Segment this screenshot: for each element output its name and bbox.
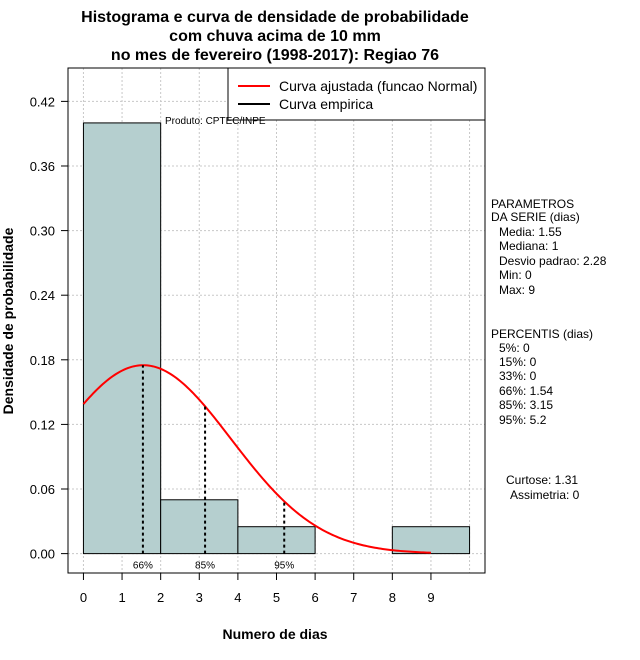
param-mediana: Mediana: 1 [499, 239, 559, 253]
histogram-bar [237, 526, 316, 555]
y-tick-label: 0.00 [30, 547, 55, 562]
param-desvio: Desvio padrao: 2.28 [499, 254, 607, 268]
y-tick-label: 0.42 [30, 94, 55, 109]
chart-title-line-3: no mes de fevereiro (1998-2017): Regiao … [111, 47, 439, 64]
axes: 0 1 2 3 4 5 6 7 8 9 0.00 0.06 0.12 0.18 0.24 0.30 0.36 0.… [30, 94, 435, 605]
params-title-1: PARAMETROS [491, 197, 574, 211]
legend-box [227, 67, 486, 121]
x-tick-label: 3 [196, 590, 203, 605]
y-tick-label: 0.30 [30, 224, 55, 239]
x-tick-label: 9 [427, 590, 434, 605]
x-tick-label: 4 [234, 590, 241, 605]
percentile-label: 95% [274, 561, 294, 572]
y-tick-label: 0.36 [30, 159, 55, 174]
y-axis-title: Densidade de probabilidade [0, 227, 16, 414]
histogram-bar [82, 122, 162, 555]
percentil-95: 95%: 5.2 [499, 413, 547, 427]
percentil-66: 66%: 1.54 [499, 384, 553, 398]
chart-title-line-2: com chuva acima de 10 mm [169, 28, 381, 45]
y-tick-label: 0.18 [30, 353, 55, 368]
percentis-title: PERCENTIS (dias) [491, 327, 593, 341]
x-axis-title: Numero de dias [222, 626, 327, 642]
x-tick-label: 8 [389, 590, 396, 605]
y-tick-label: 0.12 [30, 417, 55, 432]
percentil-85: 85%: 3.15 [499, 398, 553, 412]
legend: Curva ajustada (funcao Normal) Curva emp… [227, 67, 486, 121]
side-panel: PARAMETROS DA SERIE (dias) Media: 1.55 M… [491, 197, 607, 502]
param-min: Min: 0 [499, 268, 532, 282]
x-tick-label: 6 [311, 590, 318, 605]
normal-curve [82, 364, 431, 554]
x-tick-label: 7 [350, 590, 357, 605]
histogram-bars [82, 122, 471, 555]
x-tick-label: 5 [273, 590, 280, 605]
x-tick-label: 1 [118, 590, 125, 605]
param-media: Media: 1.55 [499, 225, 562, 239]
y-tick-label: 0.06 [30, 482, 55, 497]
legend-label-fitted: Curva ajustada (funcao Normal) [279, 78, 477, 94]
assimetria: Assimetria: 0 [510, 488, 580, 502]
x-tick-label: 0 [80, 590, 87, 605]
params-title-2: DA SERIE (dias) [491, 210, 580, 224]
percentile-lines: 66% 85% 95% [133, 365, 294, 572]
chart-title-line-1: Histograma e curva de densidade de proba… [81, 9, 469, 26]
percentile-label: 66% [133, 561, 153, 572]
y-tick-label: 0.24 [30, 288, 55, 303]
percentil-33: 33%: 0 [499, 369, 537, 383]
legend-label-empirical: Curva empirica [279, 96, 373, 112]
normal-curve-layer [82, 364, 431, 554]
histogram-bar [391, 526, 471, 555]
percentil-15: 15%: 0 [499, 355, 537, 369]
percentile-label: 85% [195, 561, 215, 572]
x-tick-label: 2 [157, 590, 164, 605]
product-annotation: Produto: CPTEC/INPE [165, 116, 266, 127]
percentil-5: 5%: 0 [499, 341, 530, 355]
param-max: Max: 9 [499, 283, 535, 297]
histogram-bar [160, 499, 239, 555]
curtose: Curtose: 1.31 [506, 473, 578, 487]
